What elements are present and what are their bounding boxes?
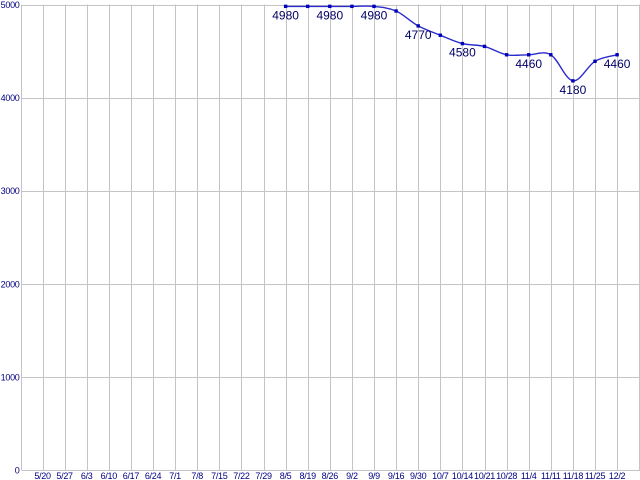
x-axis-tick-label: 5/20	[34, 471, 51, 480]
x-axis-tick-label: 6/17	[123, 471, 140, 480]
data-point-marker	[394, 9, 398, 13]
x-axis-tick-label: 9/16	[388, 471, 405, 480]
data-point-label: 4770	[405, 28, 432, 42]
x-axis-tick-label: 9/2	[346, 471, 358, 480]
data-point-label: 4460	[604, 57, 631, 71]
x-axis-tick-label: 7/8	[191, 471, 203, 480]
y-axis-tick-label: 0	[15, 466, 20, 476]
x-axis-tick-label: 8/19	[300, 471, 317, 480]
x-axis-tick-label: 10/7	[432, 471, 449, 480]
x-axis-tick-label: 9/30	[410, 471, 427, 480]
data-point-marker	[416, 24, 420, 28]
x-axis-tick-label: 6/24	[145, 471, 162, 480]
data-point-marker	[615, 53, 619, 57]
x-axis-tick-label: 8/26	[322, 471, 339, 480]
data-point-label: 4980	[316, 8, 343, 22]
x-axis-tick-label: 7/22	[233, 471, 250, 480]
data-point-marker	[460, 41, 465, 46]
data-point-marker	[482, 44, 487, 49]
data-point-marker	[350, 4, 354, 9]
y-axis-tick-label: 2000	[1, 279, 20, 289]
data-point-marker	[328, 4, 332, 9]
x-axis-tick-label: 7/1	[169, 471, 181, 480]
x-axis-tick-label: 11/25	[585, 471, 606, 480]
x-axis-tick-label: 12/2	[609, 471, 626, 480]
y-axis-tick-label: 4000	[1, 93, 20, 103]
x-axis-tick-label: 7/29	[255, 471, 272, 480]
y-axis-tick-label: 5000	[1, 0, 20, 10]
x-axis-tick-label: 11/4	[521, 471, 537, 480]
x-axis-tick-label: 11/11	[541, 471, 561, 480]
x-axis-tick-label: 6/10	[101, 471, 118, 480]
data-point-marker	[283, 4, 288, 9]
x-axis-tick-label: 5/27	[56, 471, 73, 480]
data-point-marker	[571, 79, 575, 83]
x-axis-tick-label: 10/14	[452, 471, 473, 480]
data-point-marker	[372, 4, 376, 9]
x-axis-tick-label: 9/9	[368, 471, 380, 480]
x-axis-tick-label: 6/3	[81, 471, 93, 480]
y-axis-tick-label: 1000	[1, 372, 20, 382]
data-point-marker	[593, 59, 597, 63]
data-point-marker	[306, 4, 310, 9]
data-point-label: 4980	[272, 8, 299, 22]
trend-line	[285, 5, 618, 82]
x-axis-tick-label: 11/18	[563, 471, 584, 480]
data-point-label: 4180	[560, 83, 587, 97]
data-point-label: 4580	[449, 46, 476, 60]
data-point-label: 4980	[361, 8, 388, 22]
data-point-marker	[504, 53, 509, 57]
x-axis-tick-label: 7/15	[211, 471, 228, 480]
data-point-marker	[438, 33, 442, 37]
data-point-marker	[527, 53, 531, 57]
data-point-marker	[549, 53, 553, 57]
x-axis-tick-label: 10/21	[474, 471, 495, 480]
data-point-label: 4460	[515, 57, 542, 71]
x-axis-tick-label: 8/5	[280, 471, 292, 480]
y-axis-tick-label: 3000	[1, 186, 20, 196]
x-axis-tick-label: 10/28	[496, 471, 517, 480]
